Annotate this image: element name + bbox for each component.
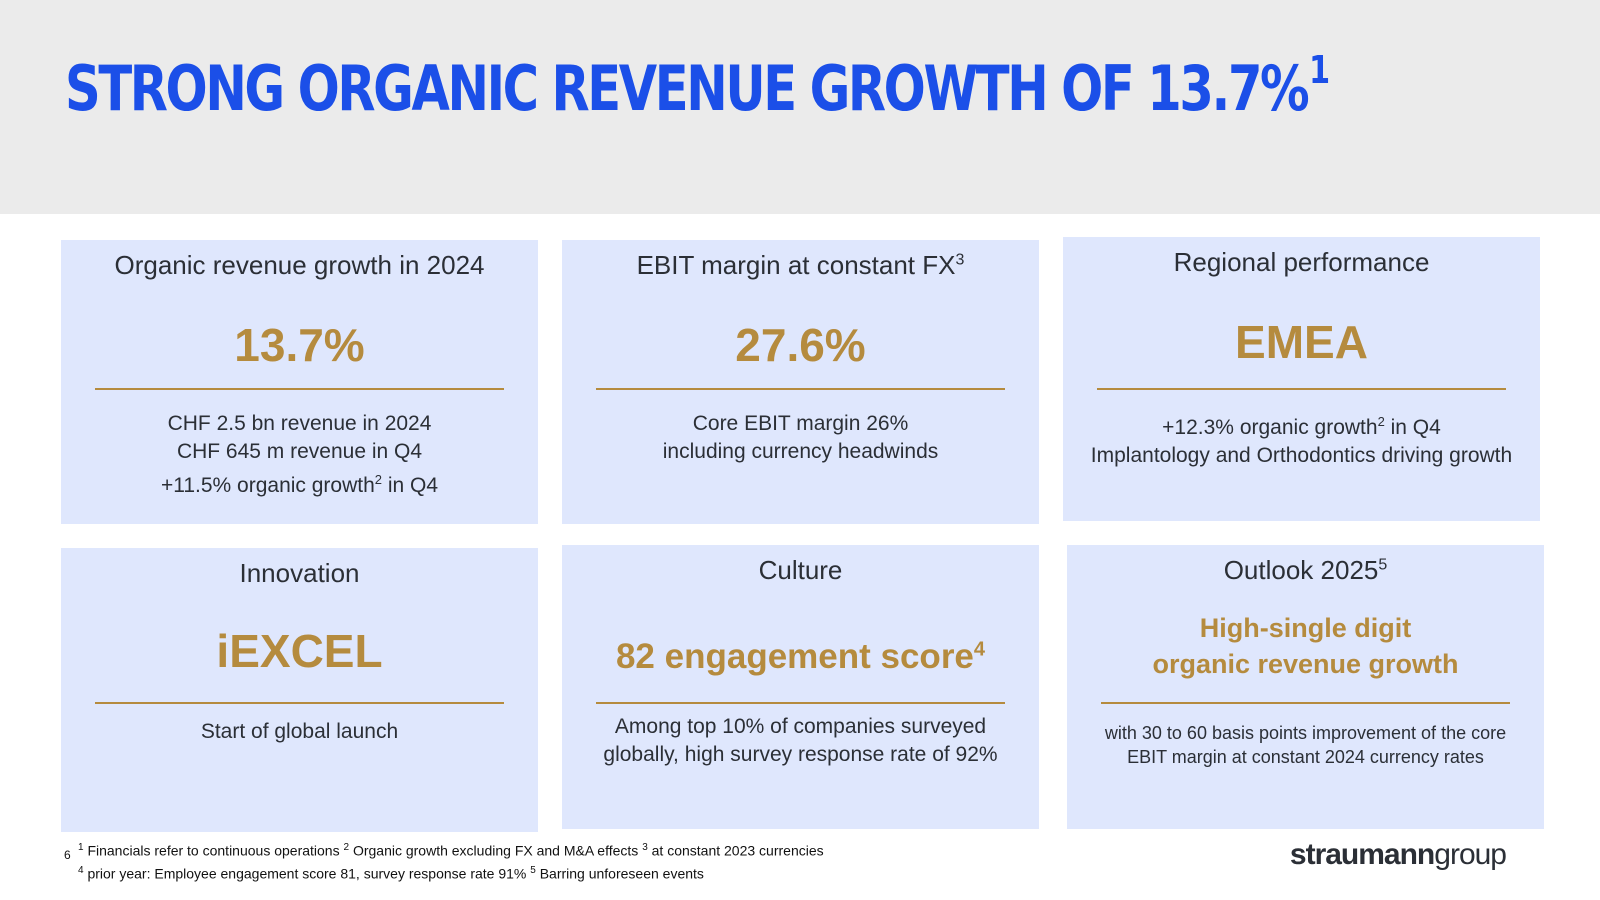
card-body: CHF 2.5 bn revenue in 2024 CHF 645 m rev…	[160, 412, 439, 497]
card-value: High-single digit organic revenue growth	[1152, 613, 1459, 679]
straumann-group-logo: straumanngroup	[1289, 838, 1507, 871]
card-regional-performance: Regional performance EMEA +12.3% organic…	[1063, 237, 1540, 521]
header-band: STRONG ORGANIC REVENUE GROWTH OF 13.7%1	[0, 0, 1600, 214]
card-culture: Culture 82 engagement score4 Among top 1…	[562, 545, 1039, 829]
card-divider	[596, 702, 1005, 704]
card-value: 27.6%	[735, 319, 866, 371]
card-body: Core EBIT margin 26% including currency …	[662, 412, 939, 463]
card-title: Regional performance	[1173, 247, 1430, 277]
card-innovation: Innovation iEXCEL Start of global launch	[61, 548, 538, 832]
card-divider	[1101, 702, 1510, 704]
card-body: with 30 to 60 basis points improvement o…	[1104, 723, 1507, 767]
page-number: 6	[64, 848, 71, 862]
card-body: +12.3% organic growth2 in Q4 Implantolog…	[1090, 414, 1513, 467]
card-value: 82 engagement score4	[615, 637, 986, 676]
footnote-line: 4 prior year: Employee engagement score …	[78, 864, 704, 882]
card-divider	[596, 388, 1005, 390]
card-value: iEXCEL	[216, 625, 383, 677]
card-title: Outlook 20255	[1223, 555, 1388, 585]
card-title: Innovation	[239, 558, 360, 588]
card-title: Organic revenue growth in 2024	[114, 250, 485, 280]
card-organic-growth: Organic revenue growth in 2024 13.7% CHF…	[61, 240, 538, 524]
card-body: Start of global launch	[200, 720, 399, 743]
card-divider	[95, 702, 504, 704]
page-title: STRONG ORGANIC REVENUE GROWTH OF 13.7%1	[65, 48, 1330, 125]
card-body: Among top 10% of companies surveyed glob…	[603, 715, 998, 766]
card-outlook-2025: Outlook 20255 High-single digit organic …	[1067, 545, 1544, 829]
card-title: Culture	[758, 555, 843, 585]
card-divider	[1097, 388, 1506, 390]
card-value: 13.7%	[234, 319, 365, 371]
card-value: EMEA	[1235, 316, 1368, 368]
card-divider	[95, 388, 504, 390]
card-title: EBIT margin at constant FX3	[636, 250, 965, 280]
footnotes: 1 Financials refer to continuous operati…	[78, 838, 824, 883]
card-ebit-margin: EBIT margin at constant FX3 27.6% Core E…	[562, 240, 1039, 524]
footnote-line: 1 Financials refer to continuous operati…	[78, 842, 824, 859]
